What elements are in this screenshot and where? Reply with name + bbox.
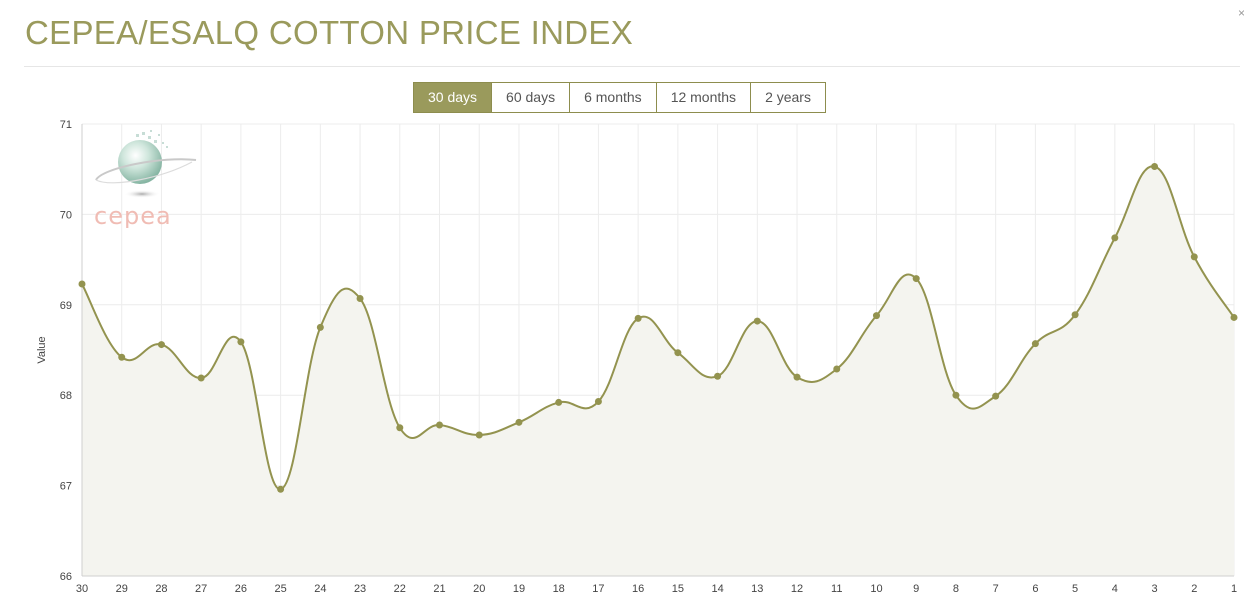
data-point bbox=[674, 349, 682, 357]
data-point bbox=[1230, 313, 1238, 321]
data-point bbox=[833, 365, 841, 373]
x-tick-label: 18 bbox=[553, 583, 565, 595]
tab-6-months[interactable]: 6 months bbox=[569, 83, 656, 112]
data-point bbox=[396, 424, 404, 432]
data-point bbox=[753, 317, 761, 325]
data-point bbox=[952, 391, 960, 399]
data-point bbox=[475, 431, 483, 439]
tab-30-days[interactable]: 30 days bbox=[414, 83, 492, 112]
x-tick-label: 29 bbox=[116, 583, 128, 595]
close-icon[interactable]: × bbox=[1238, 6, 1244, 20]
x-tick-label: 26 bbox=[235, 583, 247, 595]
y-tick-label: 66 bbox=[60, 571, 72, 583]
data-point bbox=[237, 338, 245, 346]
x-tick-label: 12 bbox=[791, 583, 803, 595]
chart-area-fill bbox=[82, 166, 1234, 576]
series-line bbox=[81, 165, 1235, 491]
data-point bbox=[1071, 311, 1079, 319]
x-tick-label: 4 bbox=[1112, 583, 1118, 595]
data-point bbox=[634, 314, 642, 322]
x-tick-label: 6 bbox=[1032, 583, 1038, 595]
x-tick-label: 10 bbox=[870, 583, 882, 595]
data-point bbox=[118, 353, 126, 361]
x-tick-label: 22 bbox=[394, 583, 406, 595]
x-tick-label: 28 bbox=[155, 583, 167, 595]
data-point bbox=[78, 280, 86, 288]
x-tick-label: 16 bbox=[632, 583, 644, 595]
data-point bbox=[316, 323, 324, 331]
y-tick-label: 71 bbox=[60, 119, 72, 131]
globe-logo-icon: cepea bbox=[94, 130, 197, 230]
x-tick-label: 24 bbox=[314, 583, 326, 595]
y-tick-label: 70 bbox=[60, 209, 72, 221]
x-tick-label: 21 bbox=[433, 583, 445, 595]
y-tick-label: 68 bbox=[60, 390, 72, 402]
x-tick-label: 30 bbox=[76, 583, 88, 595]
x-tick-label: 19 bbox=[513, 583, 525, 595]
data-point bbox=[1111, 234, 1119, 242]
data-point bbox=[197, 374, 205, 382]
x-tick-label: 27 bbox=[195, 583, 207, 595]
x-tick-label: 5 bbox=[1072, 583, 1078, 595]
data-point bbox=[555, 398, 563, 406]
x-tick-label: 17 bbox=[592, 583, 604, 595]
y-tick-label: 69 bbox=[60, 300, 72, 312]
data-point bbox=[912, 275, 920, 283]
chart-axes bbox=[81, 124, 1234, 577]
data-point bbox=[1151, 162, 1159, 170]
x-tick-label: 8 bbox=[953, 583, 959, 595]
x-tick-label: 15 bbox=[672, 583, 684, 595]
x-tick-label: 20 bbox=[473, 583, 485, 595]
x-tick-label: 25 bbox=[274, 583, 286, 595]
cepea-logo: cepea bbox=[92, 128, 200, 230]
x-tick-label: 23 bbox=[354, 583, 366, 595]
x-tick-label: 3 bbox=[1151, 583, 1157, 595]
x-tick-label: 2 bbox=[1191, 583, 1197, 595]
data-point bbox=[157, 341, 165, 349]
data-point bbox=[714, 372, 722, 380]
data-point bbox=[356, 294, 364, 302]
range-tabs: 30 days 60 days 6 months 12 months 2 yea… bbox=[413, 82, 826, 113]
chart-points bbox=[78, 162, 1238, 493]
tab-60-days[interactable]: 60 days bbox=[491, 83, 570, 112]
page-title: CEPEA/ESALQ COTTON PRICE INDEX bbox=[25, 14, 634, 51]
chart-series-line bbox=[81, 165, 1235, 491]
x-tick-label: 9 bbox=[913, 583, 919, 595]
data-point bbox=[594, 398, 602, 406]
series-area bbox=[82, 166, 1234, 576]
data-point bbox=[1031, 340, 1039, 348]
data-point bbox=[277, 485, 285, 493]
tab-12-months[interactable]: 12 months bbox=[655, 83, 751, 112]
y-axis-title: Value bbox=[36, 336, 48, 363]
data-point bbox=[793, 373, 801, 381]
y-tick-label: 67 bbox=[60, 481, 72, 493]
data-point bbox=[436, 421, 444, 429]
tab-2-years[interactable]: 2 years bbox=[750, 83, 825, 112]
header-divider bbox=[24, 66, 1240, 67]
x-tick-label: 11 bbox=[831, 583, 842, 595]
data-point bbox=[515, 418, 523, 426]
logo-text: cepea bbox=[94, 202, 172, 228]
data-point bbox=[992, 392, 1000, 400]
x-tick-label: 7 bbox=[993, 583, 999, 595]
data-point bbox=[1190, 253, 1198, 261]
x-tick-label: 1 bbox=[1231, 583, 1237, 595]
x-tick-label: 14 bbox=[711, 583, 723, 595]
x-tick-label: 13 bbox=[751, 583, 763, 595]
data-point bbox=[872, 312, 880, 320]
